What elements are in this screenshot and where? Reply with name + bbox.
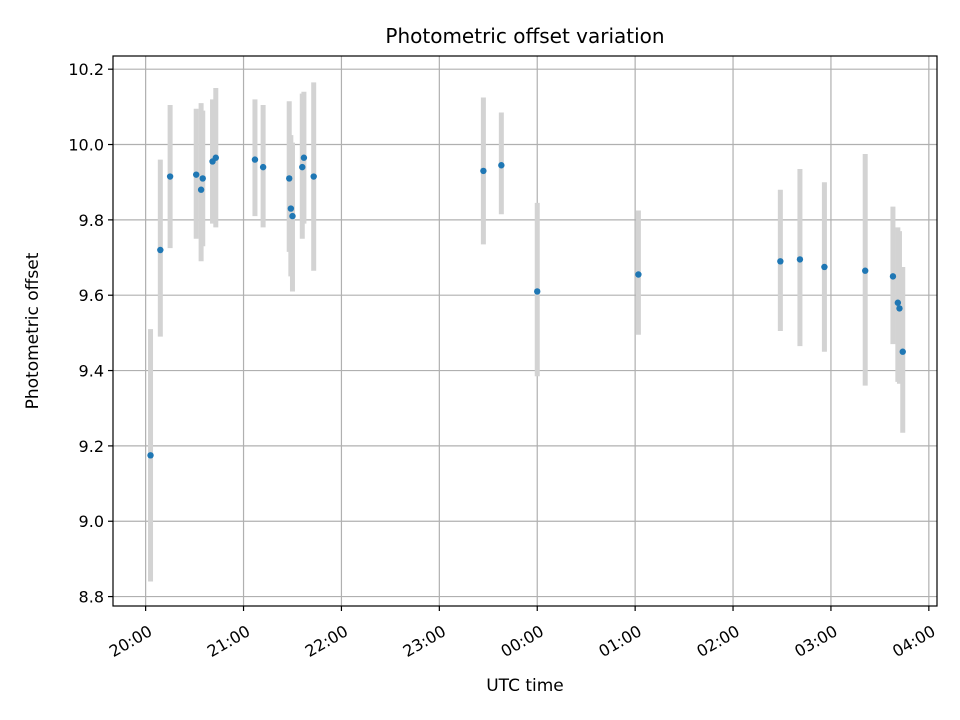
x-tick-label: 21:00 xyxy=(204,621,253,661)
data-point xyxy=(796,256,804,263)
data-point xyxy=(498,162,505,169)
data-point xyxy=(157,246,164,254)
data-point xyxy=(889,273,897,280)
y-tick-label: 10.0 xyxy=(68,136,104,155)
data-point xyxy=(862,267,869,274)
data-point xyxy=(166,173,174,180)
x-tick-label: 01:00 xyxy=(595,621,644,661)
x-tick-label: 04:00 xyxy=(889,621,938,661)
chart-title: Photometric offset variation xyxy=(385,24,664,48)
y-tick-label: 9.4 xyxy=(79,362,104,381)
data-point xyxy=(286,175,293,182)
y-tick-label: 10.2 xyxy=(68,60,104,79)
y-tick-label: 9.6 xyxy=(79,286,104,305)
x-tick-label: 23:00 xyxy=(400,621,449,661)
data-point xyxy=(251,156,259,163)
y-tick-label: 8.8 xyxy=(79,588,104,607)
data-point xyxy=(199,175,206,182)
y-tick-label: 9.0 xyxy=(79,512,104,531)
data-point xyxy=(147,452,154,459)
y-axis-label: Photometric offset xyxy=(23,252,43,409)
data-point xyxy=(300,154,308,161)
y-axis: 8.8 9.0 9.2 9.4 9.6 9.8 10.0 10.2 xyxy=(68,60,113,607)
x-axis: 20:00 21:00 22:00 23:00 00:00 01:00 02:00 03:00… xyxy=(106,606,939,661)
data-point xyxy=(259,163,267,171)
grid xyxy=(113,56,937,606)
data-point xyxy=(197,186,205,193)
data-point xyxy=(212,154,219,161)
data-point xyxy=(310,173,317,180)
x-tick-label: 22:00 xyxy=(302,621,351,661)
data-point xyxy=(899,348,906,355)
data-point xyxy=(287,205,295,212)
plot-frame xyxy=(112,55,938,607)
data-point xyxy=(777,258,784,265)
data-point xyxy=(193,171,200,178)
data-points xyxy=(147,154,906,459)
data-point xyxy=(480,167,487,175)
data-point xyxy=(896,305,903,312)
data-point xyxy=(299,163,306,171)
y-tick-label: 9.8 xyxy=(79,211,104,230)
error-bars xyxy=(148,82,906,582)
data-point xyxy=(289,212,296,220)
data-point xyxy=(821,263,828,271)
data-point xyxy=(534,288,541,295)
data-point xyxy=(894,299,902,306)
x-axis-label: UTC time xyxy=(486,676,564,696)
x-tick-label: 02:00 xyxy=(693,621,742,661)
x-tick-label: 03:00 xyxy=(791,621,840,661)
data-point xyxy=(635,271,642,278)
y-tick-label: 9.2 xyxy=(79,437,104,456)
x-tick-label: 20:00 xyxy=(106,621,155,661)
x-tick-label: 00:00 xyxy=(498,621,547,661)
